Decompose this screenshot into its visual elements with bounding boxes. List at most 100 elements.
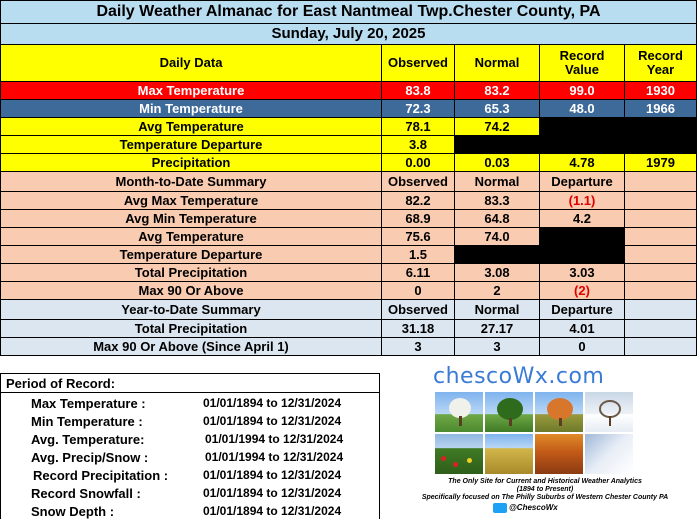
- daily-row-normal: 74.2: [455, 118, 540, 136]
- twitter-handle[interactable]: @ChescoWx: [509, 503, 558, 512]
- ytd-spacer: [625, 338, 697, 356]
- date-header: Sunday, July 20, 2025: [0, 24, 697, 45]
- mtd-spacer: [625, 246, 697, 264]
- logo-wordmark: chescoWx.com: [433, 364, 605, 389]
- mtd-row-departure: 3.03: [540, 264, 625, 282]
- daily-row-year: 1979: [625, 154, 697, 172]
- mtd-row-label: Avg Temperature: [0, 228, 382, 246]
- ytd-row-observed: 31.18: [382, 320, 455, 338]
- period-of-record-heading: Period of Record:: [6, 376, 116, 391]
- blacked-out-cell: [540, 118, 697, 136]
- field-flowers-image: [435, 434, 483, 474]
- daily-row-label: Temperature Departure: [0, 136, 382, 154]
- blacked-out-cell: [455, 246, 625, 264]
- mtd-row-departure: (1.1): [540, 192, 625, 210]
- mtd-row-observed: 68.9: [382, 210, 455, 228]
- mtd-row-normal: 64.8: [455, 210, 540, 228]
- logo-tagline-focus: Specifically focused on The Philly Subur…: [421, 494, 669, 501]
- chescowx-logo[interactable]: chescoWx.com The Only Site for Current a…: [395, 362, 695, 517]
- snow-drift-image: [585, 434, 633, 474]
- logo-tagline-years: (1894 to Present): [516, 486, 574, 493]
- mtd-header-label: Month-to-Date Summary: [0, 172, 382, 192]
- mtd-row-normal: 83.3: [455, 192, 540, 210]
- mtd-spacer: [625, 282, 697, 300]
- ytd-row-normal: 27.17: [455, 320, 540, 338]
- daily-header-record-value: Record Value: [540, 45, 625, 82]
- blacked-out-cell: [455, 136, 697, 154]
- ytd-row-departure: 4.01: [540, 320, 625, 338]
- spring-tree-image: [435, 392, 483, 432]
- page-title: Daily Weather Almanac for East Nantmeal …: [0, 0, 697, 24]
- daily-row-label: Max Temperature: [0, 82, 382, 100]
- ytd-row-normal: 3: [455, 338, 540, 356]
- ytd-header-departure: Departure: [540, 300, 625, 320]
- mtd-spacer: [625, 264, 697, 282]
- daily-row-year: 1966: [625, 100, 697, 118]
- summer-tree-image: [485, 392, 533, 432]
- daily-row-label: Precipitation: [0, 154, 382, 172]
- daily-row-observed: 83.8: [382, 82, 455, 100]
- logo-tagline: The Only Site for Current and Historical…: [448, 478, 642, 485]
- por-label: Record Precipitation :: [33, 468, 169, 483]
- twitter-icon[interactable]: [493, 503, 507, 513]
- period-of-record-box: Period of Record: Max Temperature : 01/0…: [0, 373, 380, 519]
- ytd-header-observed: Observed: [382, 300, 455, 320]
- mtd-row-label: Avg Max Temperature: [0, 192, 382, 210]
- daily-row-record: 99.0: [540, 82, 625, 100]
- mtd-header-normal: Normal: [455, 172, 540, 192]
- mtd-row-observed: 0: [382, 282, 455, 300]
- daily-row-record: 4.78: [540, 154, 625, 172]
- daily-row-normal: 65.3: [455, 100, 540, 118]
- mtd-row-label: Max 90 Or Above: [0, 282, 382, 300]
- daily-row-label: Avg Temperature: [0, 118, 382, 136]
- mtd-row-normal: 3.08: [455, 264, 540, 282]
- daily-header-label: Daily Data: [0, 45, 382, 82]
- autumn-tree-image: [535, 392, 583, 432]
- daily-header-normal: Normal: [455, 45, 540, 82]
- period-heading-rule: [1, 392, 379, 393]
- por-range: 01/01/1894 to 12/31/2024: [203, 468, 342, 482]
- daily-header-record-year: Record Year: [625, 45, 697, 82]
- mtd-spacer: [625, 172, 697, 192]
- mtd-row-normal: 2: [455, 282, 540, 300]
- ytd-row-observed: 3: [382, 338, 455, 356]
- por-label: Avg. Precip/Snow :: [31, 450, 149, 465]
- ytd-spacer: [625, 320, 697, 338]
- mtd-row-normal: 74.0: [455, 228, 540, 246]
- daily-row-record: 48.0: [540, 100, 625, 118]
- daily-row-label: Min Temperature: [0, 100, 382, 118]
- por-range: 01/01/1894 to 12/31/2024: [203, 504, 342, 518]
- por-range: 01/01/1994 to 12/31/2024: [205, 450, 344, 464]
- mtd-row-label: Temperature Departure: [0, 246, 382, 264]
- mtd-header-departure: Departure: [540, 172, 625, 192]
- por-range: 01/01/1894 to 12/31/2024: [203, 414, 342, 428]
- mtd-row-observed: 82.2: [382, 192, 455, 210]
- ytd-row-label: Max 90 Or Above (Since April 1): [0, 338, 382, 356]
- mtd-spacer: [625, 192, 697, 210]
- mtd-row-observed: 6.11: [382, 264, 455, 282]
- por-label: Record Snowfall :: [31, 486, 141, 501]
- autumn-forest-image: [535, 434, 583, 474]
- mtd-row-label: Total Precipitation: [0, 264, 382, 282]
- daily-row-observed: 78.1: [382, 118, 455, 136]
- daily-row-observed: 72.3: [382, 100, 455, 118]
- mtd-row-departure: (2): [540, 282, 625, 300]
- mtd-spacer: [625, 210, 697, 228]
- wheat-field-image: [485, 434, 533, 474]
- por-label: Max Temperature :: [31, 396, 146, 411]
- mtd-row-observed: 75.6: [382, 228, 455, 246]
- winter-tree-image: [585, 392, 633, 432]
- blacked-out-cell: [540, 228, 625, 246]
- ytd-row-departure: 0: [540, 338, 625, 356]
- mtd-header-observed: Observed: [382, 172, 455, 192]
- daily-row-observed: 3.8: [382, 136, 455, 154]
- ytd-header-normal: Normal: [455, 300, 540, 320]
- por-range: 01/01/1894 to 12/31/2024: [203, 396, 342, 410]
- por-range: 01/01/1994 to 12/31/2024: [205, 432, 344, 446]
- por-label: Avg. Temperature:: [31, 432, 145, 447]
- ytd-row-label: Total Precipitation: [0, 320, 382, 338]
- ytd-header-label: Year-to-Date Summary: [0, 300, 382, 320]
- daily-header-observed: Observed: [382, 45, 455, 82]
- mtd-spacer: [625, 228, 697, 246]
- por-label: Min Temperature :: [31, 414, 143, 429]
